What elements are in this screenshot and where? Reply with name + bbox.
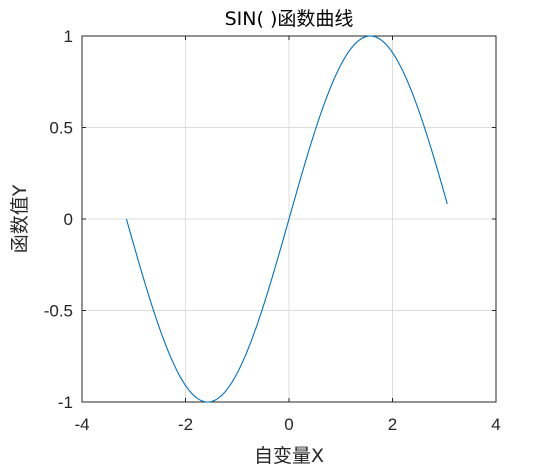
x-tick-label: 0	[284, 415, 293, 434]
y-tick-label: 0.5	[49, 119, 73, 138]
chart-title: SIN( )函数曲线	[225, 8, 354, 30]
x-tick-label: -2	[178, 415, 193, 434]
x-tick-label: 4	[491, 415, 500, 434]
y-tick-labels: -1 -0.5 0 0.5 1	[44, 27, 73, 412]
y-tick-label: -1	[58, 393, 73, 412]
x-tick-label: 2	[388, 415, 397, 434]
y-tick-label: 1	[64, 27, 73, 46]
x-axis-title: 自变量X	[254, 445, 324, 467]
x-tick-label: -4	[74, 415, 89, 434]
y-axis-title: 函数值Y	[9, 184, 31, 253]
axis-ticks	[81, 35, 497, 403]
x-tick-labels: -4 -2 0 2 4	[74, 415, 500, 434]
sine-curve-line	[125, 35, 448, 403]
y-tick-label: 0	[64, 210, 73, 229]
y-tick-label: -0.5	[44, 302, 73, 321]
